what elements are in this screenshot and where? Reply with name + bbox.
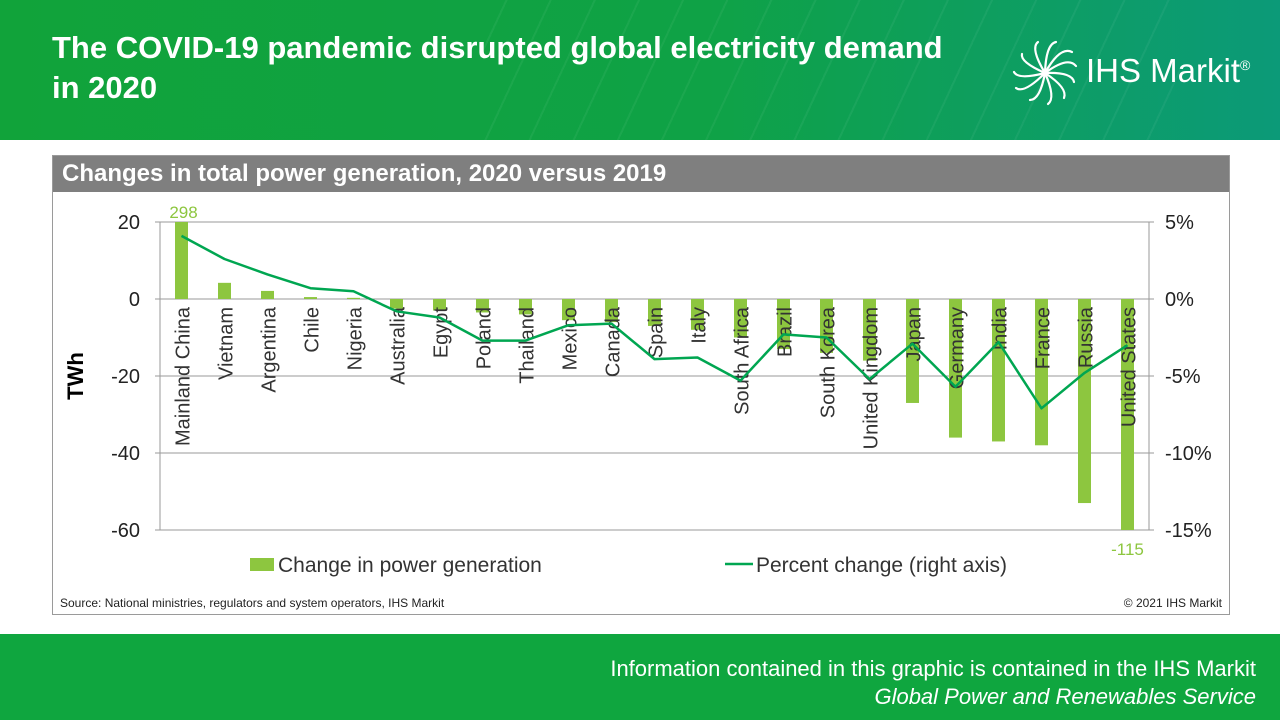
bar	[906, 299, 919, 403]
legend-bar-label: Change in power generation	[278, 554, 542, 577]
y2-tick-label: 5%	[1165, 212, 1194, 234]
category-label: Egypt	[431, 307, 453, 359]
bar	[304, 297, 317, 299]
category-label: Chile	[302, 307, 324, 353]
bar	[648, 299, 661, 326]
category-label: Mexico	[560, 307, 582, 370]
category-label: Australia	[388, 306, 410, 385]
bar	[1121, 299, 1134, 530]
bar-value-label: -115	[1111, 540, 1144, 559]
category-label: South Africa	[732, 306, 754, 415]
bar-value-label: 298	[169, 203, 197, 222]
bar	[261, 290, 274, 299]
category-label: Spain	[646, 307, 668, 358]
bar	[863, 299, 876, 361]
copyright-note: © 2021 IHS Markit	[1123, 596, 1222, 610]
bar	[433, 299, 446, 311]
category-label: Russia	[1076, 306, 1098, 368]
chart-panel: Changes in total power generation, 2020 …	[52, 155, 1230, 615]
bar	[734, 299, 747, 338]
category-label: Mainland China	[173, 306, 195, 446]
y-tick-label: -20	[111, 366, 140, 388]
y-tick-label: -40	[111, 443, 140, 465]
category-label: Canada	[603, 306, 625, 377]
y-tick-label: 0	[129, 289, 140, 311]
bar	[992, 299, 1005, 442]
category-label: Thailand	[517, 307, 539, 384]
bar	[218, 282, 231, 299]
category-label: India	[990, 306, 1012, 350]
category-label: Brazil	[775, 307, 797, 357]
category-label: Vietnam	[216, 307, 238, 380]
bar	[691, 299, 704, 330]
bar	[347, 297, 360, 299]
y2-tick-label: -10%	[1165, 443, 1212, 465]
category-label: Italy	[689, 307, 711, 344]
y2-tick-label: -15%	[1165, 520, 1212, 542]
bar	[605, 299, 618, 323]
legend-line-label: Percent change (right axis)	[756, 554, 1007, 577]
y-axis-title: TWh	[63, 352, 88, 400]
footer-banner: Information contained in this graphic is…	[0, 634, 1280, 720]
bar	[390, 299, 403, 309]
y-tick-label: -60	[111, 520, 140, 542]
bar	[175, 222, 188, 299]
sunburst-icon	[1012, 40, 1078, 106]
legend-bar-swatch	[250, 558, 274, 571]
source-note: Source: National ministries, regulators …	[60, 596, 445, 610]
chart-title: Changes in total power generation, 2020 …	[53, 156, 1229, 192]
bar	[476, 299, 489, 313]
y2-tick-label: 0%	[1165, 289, 1194, 311]
bar	[1078, 299, 1091, 504]
footer-text: Information contained in this graphic is…	[610, 656, 1256, 681]
page-title: The COVID-19 pandemic disrupted global e…	[52, 30, 943, 105]
y-tick-label: 20	[118, 212, 140, 234]
bar	[519, 299, 532, 315]
bar	[562, 299, 575, 321]
category-label: France	[1033, 307, 1055, 369]
category-label: Argentina	[259, 306, 281, 392]
chart-canvas: 20 0 -20 -40 -60 5% 0% -5% -10% -15% TWh 298 -115 Mai…	[63, 203, 1212, 577]
category-label: Poland	[474, 307, 496, 369]
footer-service-name: Global Power and Renewables Service	[874, 684, 1256, 709]
bar	[1035, 299, 1048, 446]
category-label: South Korea	[818, 306, 840, 418]
category-label: Nigeria	[345, 306, 367, 370]
category-label: United States	[1119, 307, 1141, 427]
category-label: Germany	[947, 307, 969, 389]
brand-name: IHS Markit®	[1086, 52, 1251, 89]
bar	[949, 299, 962, 438]
header-banner: The COVID-19 pandemic disrupted global e…	[0, 0, 1280, 140]
y2-tick-label: -5%	[1165, 366, 1201, 388]
brand-logo: IHS Markit®	[1010, 38, 1260, 108]
